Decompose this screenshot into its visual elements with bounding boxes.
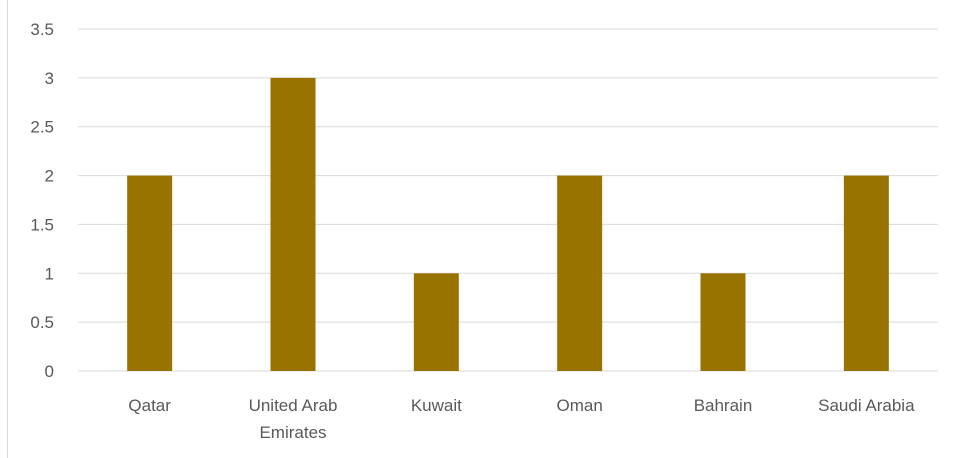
y-tick-label: 1.5 [30, 215, 54, 234]
x-axis-ticks: Qatar United Arab Emirates Kuwait Oman Bahrai… [128, 396, 915, 442]
gridlines [78, 28, 938, 372]
y-tick-label: 3.5 [30, 20, 54, 39]
y-tick-label: 3 [45, 69, 54, 88]
y-tick-label: 2 [45, 167, 54, 186]
y-tick-label: 0 [45, 362, 54, 381]
y-tick-label: 1 [45, 264, 54, 283]
y-tick-label: 2.5 [30, 118, 54, 137]
x-tick-label: United Arab [249, 396, 338, 415]
x-tick-label: Kuwait [411, 396, 462, 415]
y-axis-ticks: 0 0.5 1 1.5 2 2.5 3 3.5 [30, 20, 54, 381]
bar-kuwait [413, 273, 459, 371]
bar-oman [557, 175, 603, 371]
bar-bahrain [700, 273, 746, 371]
x-tick-label: Qatar [128, 396, 171, 415]
bar-qatar [127, 175, 173, 371]
x-tick-label: Emirates [259, 423, 326, 442]
bar-saudi-arabia [843, 175, 889, 371]
y-tick-label: 0.5 [30, 313, 54, 332]
x-tick-label: Bahrain [694, 396, 753, 415]
bars [127, 77, 889, 371]
bar-united-arab-emirates [270, 77, 316, 371]
x-tick-label: Oman [557, 396, 603, 415]
chart-left-border [7, 0, 8, 458]
x-tick-label: Saudi Arabia [818, 396, 915, 415]
